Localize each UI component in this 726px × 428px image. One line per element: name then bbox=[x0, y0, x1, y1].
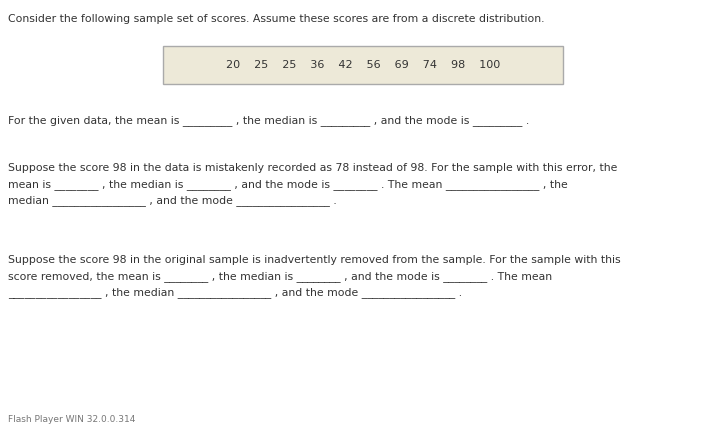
Text: 20    25    25    36    42    56    69    74    98    100: 20 25 25 36 42 56 69 74 98 100 bbox=[226, 60, 500, 70]
Text: Consider the following sample set of scores. Assume these scores are from a disc: Consider the following sample set of sco… bbox=[8, 14, 544, 24]
FancyBboxPatch shape bbox=[163, 46, 563, 84]
Text: Suppose the score 98 in the data is mistakenly recorded as 78 instead of 98. For: Suppose the score 98 in the data is mist… bbox=[8, 163, 617, 173]
Text: mean is ________ , the median is ________ , and the mode is ________ . The mean : mean is ________ , the median is _______… bbox=[8, 179, 568, 190]
Text: Flash Player WIN 32.0.0.314: Flash Player WIN 32.0.0.314 bbox=[8, 415, 135, 424]
Text: score removed, the mean is ________ , the median is ________ , and the mode is _: score removed, the mean is ________ , th… bbox=[8, 271, 552, 282]
Text: median _________________ , and the mode _________________ .: median _________________ , and the mode … bbox=[8, 195, 337, 206]
Text: Suppose the score 98 in the original sample is inadvertently removed from the sa: Suppose the score 98 in the original sam… bbox=[8, 255, 621, 265]
Text: For the given data, the mean is _________ , the median is _________ , and the mo: For the given data, the mean is ________… bbox=[8, 115, 529, 126]
Text: _________________ , the median _________________ , and the mode ________________: _________________ , the median _________… bbox=[8, 287, 462, 298]
